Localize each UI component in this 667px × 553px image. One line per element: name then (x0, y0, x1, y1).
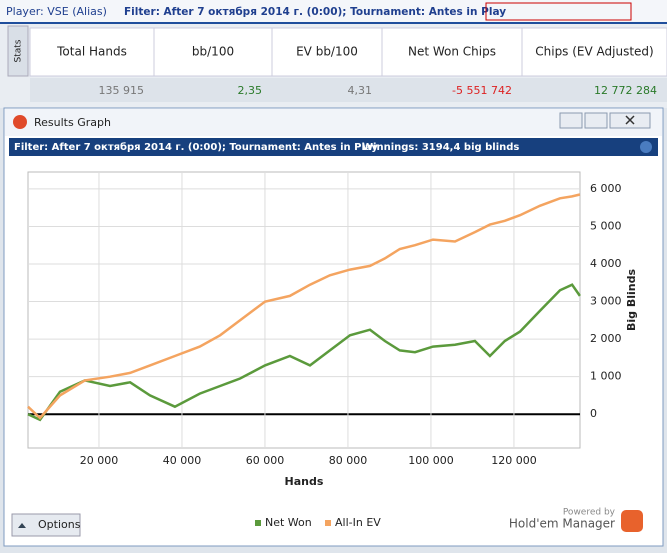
options-arrow (18, 523, 26, 528)
stats-tab[interactable] (7, 25, 29, 77)
maximize[interactable] (584, 112, 608, 129)
legend-swatch (325, 520, 331, 526)
stats-row (30, 78, 667, 102)
stats-header (29, 27, 667, 77)
minimize[interactable] (559, 112, 583, 129)
window-titlebar (5, 109, 662, 136)
stats-tab-label: Stats (14, 39, 24, 62)
x-tick-label: 80 000 (329, 454, 368, 467)
filter-bar (9, 138, 658, 156)
y-tick-label: 5 000 (590, 219, 622, 232)
brand-logo (621, 510, 643, 532)
top-bar-line (0, 22, 667, 24)
stat-value: 4,31 (348, 84, 373, 97)
stat-header: EV bb/100 (296, 45, 358, 59)
stat-header: Total Hands (56, 45, 127, 59)
player: Player: VSE (Alias) (6, 5, 107, 18)
status-box (485, 2, 632, 21)
y-tick-label: 1 000 (590, 370, 622, 383)
x-axis-label: Hands (285, 475, 324, 488)
legend-swatch (255, 520, 261, 526)
x-tick-label: 40 000 (163, 454, 202, 467)
stat-value: 12 772 284 (594, 84, 657, 97)
options-button[interactable] (11, 513, 81, 537)
help[interactable] (640, 141, 652, 153)
brand: Hold'em Manager (509, 517, 615, 531)
stat-header: Chips (EV Adjusted) (535, 45, 653, 59)
stat-value: 135 915 (99, 84, 145, 97)
stat-value: -5 551 742 (452, 84, 512, 97)
legend-label: Net Won (265, 516, 312, 529)
legend-label: All-In EV (335, 516, 381, 529)
plot-area (27, 171, 581, 449)
series-line (27, 193, 581, 420)
y-tick-label: 4 000 (590, 257, 622, 270)
winnings: Winnings: 3194,4 big blinds (362, 142, 519, 153)
app-icon (13, 115, 27, 129)
y-tick-label: 3 000 (590, 295, 622, 308)
top-filter: Filter: After 7 октября 2014 г. (0:00); … (124, 6, 506, 18)
stat-value: 2,35 (238, 84, 263, 97)
window-title: Results Graph (34, 116, 111, 129)
options-label: Options (38, 518, 81, 531)
x-tick-label: 20 000 (80, 454, 119, 467)
y-tick-label: 0 (590, 407, 597, 420)
x-tick-label: 60 000 (246, 454, 285, 467)
close-icon (625, 115, 635, 125)
stat-header: Net Won Chips (408, 45, 496, 59)
series-line (27, 283, 581, 422)
y-tick-label: 2 000 (590, 332, 622, 345)
powered-by: Powered by (563, 508, 616, 518)
window-filter: Filter: After 7 октября 2014 г. (0:00); … (14, 141, 378, 153)
stat-header: bb/100 (192, 45, 234, 59)
y-tick-label: 6 000 (590, 182, 622, 195)
x-tick-label: 100 000 (408, 454, 454, 467)
y-axis-label: Big Blinds (625, 269, 638, 331)
x-tick-label: 120 000 (491, 454, 537, 467)
